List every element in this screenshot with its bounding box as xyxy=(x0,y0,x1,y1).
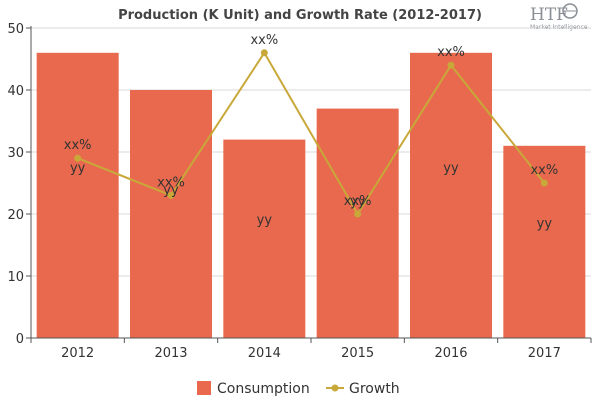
x-tick-label: 2016 xyxy=(434,346,467,361)
x-tick-label: 2017 xyxy=(528,346,561,361)
growth-data-label: xx% xyxy=(64,138,92,153)
legend-swatch-consumption xyxy=(197,381,211,395)
bar-data-label: yy xyxy=(70,161,86,176)
bar-data-label: yy xyxy=(163,183,179,198)
x-tick-label: 2014 xyxy=(248,346,281,361)
growth-data-label: xx% xyxy=(344,194,372,209)
bars xyxy=(36,52,586,339)
bar xyxy=(503,145,586,338)
legend: Consumption Growth xyxy=(197,381,400,397)
gridlines xyxy=(31,27,591,277)
bar xyxy=(316,108,399,338)
growth-point xyxy=(354,210,362,218)
y-tick-label: 30 xyxy=(7,146,24,161)
growth-data-label: xx% xyxy=(157,175,185,190)
htf-logo: HTF Market Intelligence xyxy=(530,3,588,31)
y-tick-label: 50 xyxy=(7,22,24,37)
growth-data-label: xx% xyxy=(530,163,558,178)
growth-data-label: xx% xyxy=(250,33,278,48)
bar xyxy=(36,52,119,339)
growth-data-label: xx% xyxy=(437,45,465,60)
bar-data-label: yy xyxy=(350,194,366,209)
x-tick-label: 2015 xyxy=(341,346,374,361)
bar-data-label: yy xyxy=(257,213,273,228)
bar xyxy=(223,139,306,338)
growth-line xyxy=(74,49,548,218)
growth-point xyxy=(167,191,175,199)
bar-data-label: yy xyxy=(537,217,553,232)
x-tick-label: 2013 xyxy=(154,346,187,361)
y-tick-label: 40 xyxy=(7,84,24,99)
bar xyxy=(130,90,212,338)
legend-label-consumption: Consumption xyxy=(217,381,310,397)
legend-marker-growth xyxy=(331,384,339,392)
growth-point xyxy=(74,154,82,162)
x-tick-label: 2012 xyxy=(61,346,94,361)
chart-title: Production (K Unit) and Growth Rate (201… xyxy=(118,8,482,23)
bar xyxy=(410,52,492,339)
y-tick-label: 10 xyxy=(7,270,24,285)
legend-label-growth: Growth xyxy=(349,381,400,397)
bar-data-label: yy xyxy=(443,161,459,176)
growth-point xyxy=(540,179,548,187)
logo-text: HTF xyxy=(530,5,568,25)
y-tick-label: 20 xyxy=(7,208,24,223)
growth-point xyxy=(447,61,455,69)
y-tick-label: 0 xyxy=(16,332,24,347)
axes: 0 10 20 30 40 50 2012 2013 2014 2015 2016 2017 xyxy=(7,22,592,361)
growth-point xyxy=(260,49,268,57)
growth-line-path xyxy=(77,50,546,216)
